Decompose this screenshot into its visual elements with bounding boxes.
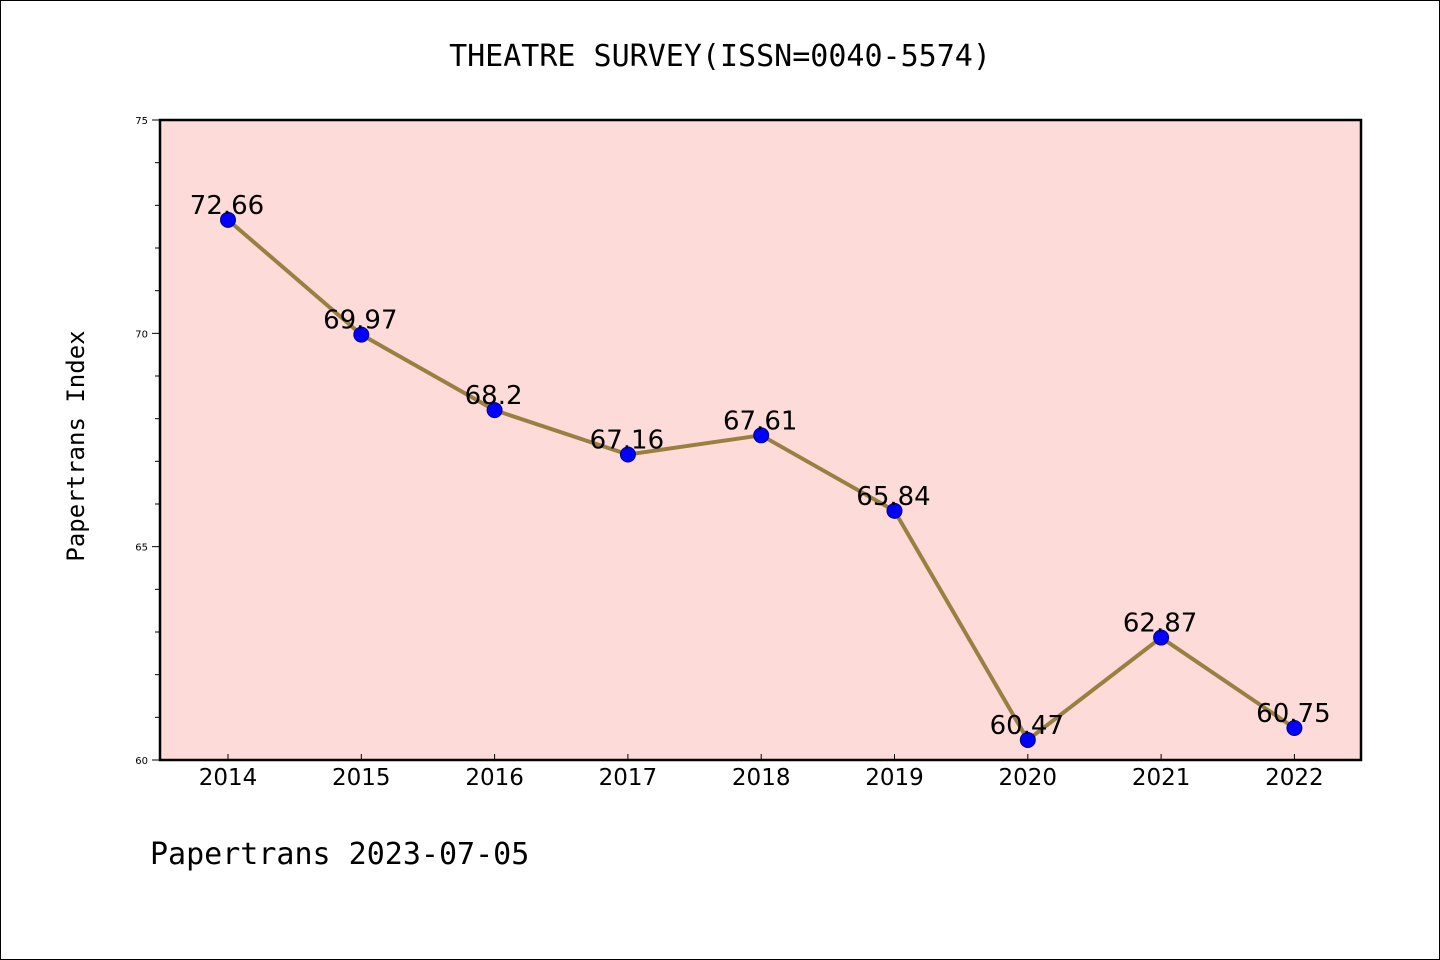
data-point [619, 446, 636, 463]
data-points [220, 211, 1303, 748]
data-point [1153, 629, 1170, 646]
x-tick-label: 2020 [999, 765, 1058, 791]
x-axis: 2014 2015 2016 2017 2018 2019 2020 2021 2022 [199, 754, 1324, 791]
x-tick-label: 2022 [1265, 765, 1324, 791]
data-point [1286, 720, 1303, 736]
x-tick-label: 2015 [332, 765, 391, 791]
y-tick-label: 75 [135, 116, 148, 127]
data-label: 69.97 [323, 306, 397, 336]
data-point [486, 402, 503, 419]
data-label: 62.87 [1123, 609, 1197, 639]
data-label: 67.61 [723, 406, 797, 436]
data-label: 67.16 [590, 426, 664, 456]
data-label: 72.66 [190, 191, 264, 221]
data-point [1019, 731, 1036, 748]
footer-credit: Papertrans 2023-07-05 [150, 837, 529, 872]
x-tick-label: 2019 [865, 765, 924, 791]
y-tick-label: 65 [135, 543, 148, 554]
x-tick-label: 2018 [732, 765, 791, 791]
y-axis-label: Papertrans Index [62, 330, 90, 561]
chart-title: THEATRE SURVEY(ISSN=0040-5574) [449, 39, 991, 74]
x-tick-label: 2021 [1132, 765, 1191, 791]
x-tick-label: 2016 [465, 765, 524, 791]
data-label: 60.47 [990, 711, 1064, 741]
data-label: 65.84 [856, 482, 930, 512]
x-tick-label: 2014 [199, 765, 258, 791]
y-tick-label: 60 [135, 756, 148, 767]
data-point [753, 427, 770, 444]
data-labels: 72.66 69.97 68.2 67.16 67.61 65.84 60.47 62.87 6… [190, 191, 1331, 741]
data-point [220, 211, 236, 228]
data-point [353, 326, 370, 343]
x-tick-label: 2017 [599, 765, 658, 791]
data-label: 60.75 [1256, 699, 1330, 729]
y-tick-label: 70 [135, 329, 148, 340]
data-label: 68.2 [465, 381, 523, 411]
data-point [886, 502, 903, 519]
y-axis: 60 65 70 75 [135, 116, 160, 767]
plot-border [158, 118, 1363, 762]
